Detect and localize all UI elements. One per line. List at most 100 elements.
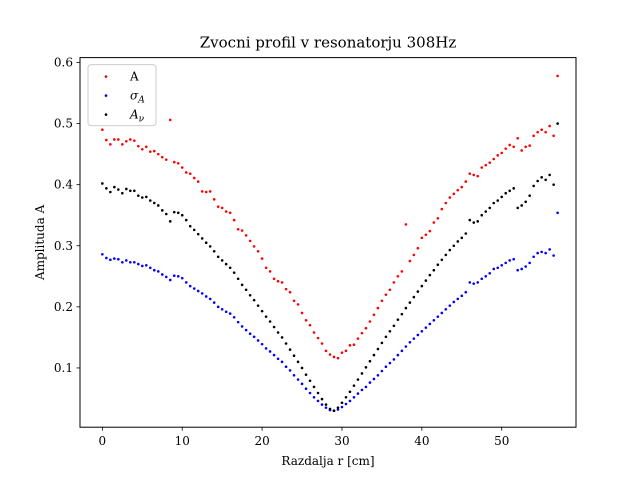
y-tick-label: 0.5 (54, 117, 73, 131)
data-point (488, 206, 492, 210)
data-point (121, 143, 124, 146)
data-point (292, 373, 296, 377)
data-point (504, 261, 508, 265)
data-point (404, 306, 408, 310)
series-A_nu (101, 122, 559, 413)
data-point (156, 270, 160, 273)
data-point (364, 366, 368, 369)
data-point (452, 244, 456, 248)
data-point (141, 196, 144, 199)
legend-item-A: A (104, 70, 139, 84)
data-point (360, 331, 364, 335)
data-point (129, 138, 132, 141)
data-point (200, 237, 204, 240)
data-point (324, 403, 328, 406)
data-point (248, 239, 252, 243)
data-point (536, 130, 539, 134)
data-point (516, 206, 519, 210)
data-point (125, 187, 128, 191)
data-point (456, 297, 460, 301)
chart-title: Zvocni profil v resonatorju 308Hz (200, 34, 457, 52)
data-point (240, 229, 244, 232)
data-point (484, 275, 488, 278)
data-point (204, 190, 208, 194)
data-point (444, 307, 448, 311)
data-point (376, 347, 380, 351)
data-point (312, 395, 316, 399)
series-A (101, 74, 559, 360)
data-point (516, 268, 519, 272)
data-point (344, 402, 348, 406)
data-point (504, 147, 508, 150)
data-point (352, 343, 356, 347)
data-point (432, 221, 436, 224)
data-point (228, 312, 232, 315)
x-tick-label: 40 (414, 434, 429, 448)
data-point (464, 290, 468, 294)
data-point (208, 245, 212, 248)
data-point (312, 385, 316, 389)
data-point (392, 281, 396, 284)
data-point (552, 134, 555, 138)
data-point (340, 401, 344, 405)
data-point (232, 218, 236, 222)
data-point (156, 152, 160, 156)
data-point (184, 218, 188, 222)
data-point (117, 138, 120, 141)
data-point (224, 210, 228, 213)
data-point (272, 353, 276, 357)
y-tick-label: 0.2 (54, 300, 73, 314)
data-point (512, 145, 515, 149)
data-point (420, 284, 424, 288)
data-point (244, 234, 248, 237)
data-point (480, 166, 484, 169)
data-point (476, 174, 480, 178)
data-point (484, 210, 488, 213)
data-point (196, 232, 200, 236)
data-point (388, 288, 392, 292)
data-point (432, 268, 436, 272)
legend-marker (104, 75, 108, 78)
data-point (101, 253, 104, 256)
data-point (109, 258, 112, 262)
data-point (508, 189, 512, 193)
data-point (396, 275, 400, 278)
data-point (232, 271, 236, 274)
data-point (348, 390, 352, 394)
data-point (444, 201, 448, 205)
plot-frame (79, 57, 577, 428)
y-tick-label: 0.1 (54, 361, 73, 375)
data-point (101, 182, 104, 185)
data-point (308, 323, 312, 327)
data-point (408, 340, 412, 344)
data-point (536, 179, 539, 183)
data-point (404, 345, 408, 348)
data-point (540, 250, 543, 254)
data-point (544, 251, 547, 255)
data-point (544, 130, 547, 134)
legend-item-A_nu: Aν (104, 108, 145, 125)
data-point (304, 318, 308, 322)
data-point (548, 248, 551, 251)
data-point (460, 236, 464, 240)
data-point (256, 339, 260, 342)
data-point (400, 270, 404, 273)
data-point (212, 301, 216, 304)
data-point (428, 273, 432, 277)
data-point (500, 151, 504, 155)
data-point (236, 277, 240, 281)
legend-box (87, 64, 157, 127)
data-point (360, 388, 364, 392)
data-point (248, 293, 252, 297)
data-point (476, 220, 480, 223)
data-point (320, 403, 324, 406)
data-point (272, 277, 276, 281)
data-point (288, 290, 292, 294)
data-point (556, 122, 559, 125)
data-point (240, 283, 244, 287)
data-point (448, 304, 452, 307)
data-point (408, 301, 412, 304)
x-tick-label: 0 (99, 434, 107, 448)
data-point (524, 265, 527, 268)
data-point (137, 144, 140, 148)
